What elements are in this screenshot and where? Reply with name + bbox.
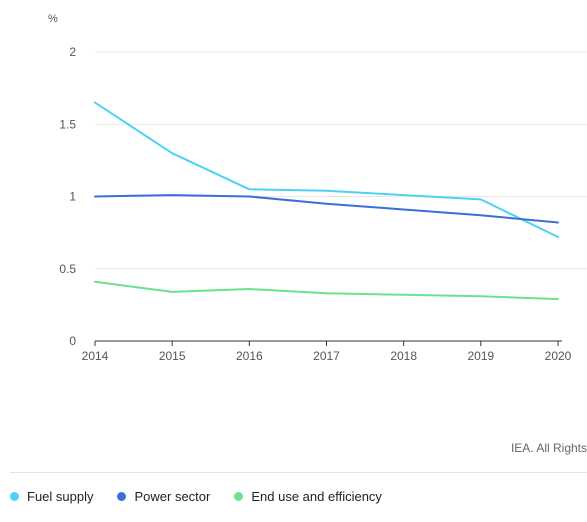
legend-item-power-sector[interactable]: Power sector — [117, 489, 210, 504]
x-tick-label: 2014 — [82, 349, 109, 363]
legend-swatch-icon — [117, 492, 127, 501]
series-line-end-use-and-efficiency — [94, 280, 559, 301]
series-lines — [94, 101, 559, 301]
x-tick-label: 2019 — [467, 349, 494, 363]
legend-swatch-icon — [10, 492, 19, 501]
legend: Fuel supply Power sector End use and effic… — [10, 489, 382, 504]
source-credit: IEA. All Rights — [510, 441, 587, 455]
y-tick-label: 0 — [69, 334, 76, 348]
legend-item-fuel-supply[interactable]: Fuel supply — [10, 489, 93, 504]
x-tick-label: 2017 — [313, 349, 340, 363]
y-tick-label: 0.5 — [59, 262, 76, 276]
y-tick-label: 1.5 — [59, 117, 76, 131]
y-axis-ticks: 0 0.5 1 1.5 2 — [59, 45, 76, 348]
chart: % 0 0.5 1 1.5 2 2014 2015 2016 2017 2018 2019 2020 — [48, 13, 587, 363]
series-line-fuel-supply — [94, 101, 559, 238]
legend-divider — [10, 472, 587, 473]
x-tick-label: 2016 — [236, 349, 263, 363]
legend-label: Fuel supply — [27, 489, 94, 504]
series-line-power-sector — [94, 194, 559, 224]
legend-label: Power sector — [134, 489, 211, 504]
x-tick-label: 2018 — [390, 349, 417, 363]
legend-swatch-icon — [234, 492, 244, 501]
x-tick-label: 2020 — [545, 349, 572, 363]
y-tick-label: 1 — [69, 190, 76, 204]
legend-item-end-use-and-efficiency[interactable]: End use and efficiency — [234, 489, 382, 504]
y-axis-unit-label: % — [48, 13, 58, 25]
gridlines — [95, 51, 587, 270]
y-tick-label: 2 — [69, 45, 76, 59]
legend-label: End use and efficiency — [251, 489, 382, 504]
x-axis-ticks: 2014 2015 2016 2017 2018 2019 2020 — [82, 340, 572, 363]
x-tick-label: 2015 — [159, 349, 186, 363]
